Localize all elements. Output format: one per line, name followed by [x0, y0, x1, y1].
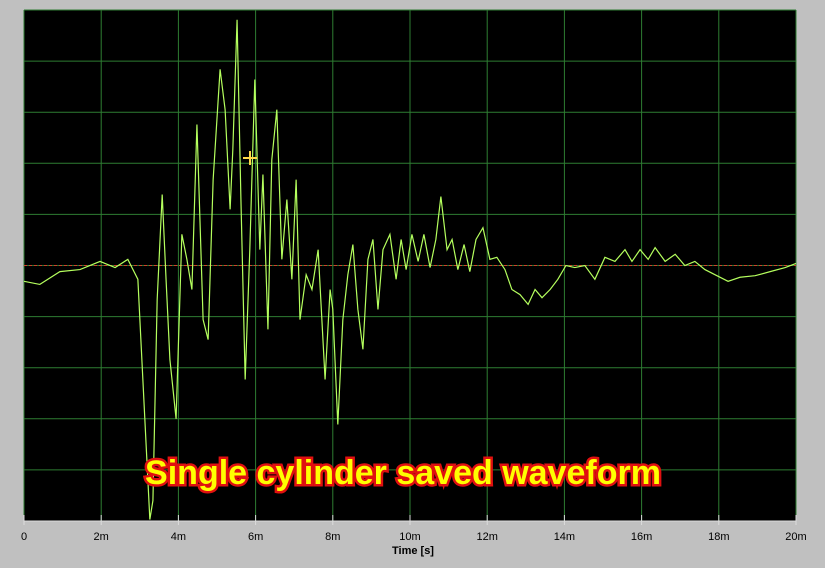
x-tick-label: 16m [631, 531, 652, 543]
x-tick-label: 18m [708, 531, 729, 543]
x-tick-label: 4m [171, 531, 186, 543]
x-tick-label: 12m [476, 531, 497, 543]
x-tick-label: 20m [785, 531, 806, 543]
x-tick-label: 6m [248, 531, 263, 543]
x-tick-label: 0 [21, 531, 27, 543]
waveform [23, 19, 797, 520]
x-tick-label: 10m [399, 531, 420, 543]
cursor [243, 151, 257, 165]
annotation: Single cylinder saved waveform [145, 454, 661, 492]
x-tick-label: 2m [94, 531, 109, 543]
x-tick-label: 14m [554, 531, 575, 543]
x-axis-label: Time [s] [392, 545, 434, 557]
x-tick-label: 8m [325, 531, 340, 543]
